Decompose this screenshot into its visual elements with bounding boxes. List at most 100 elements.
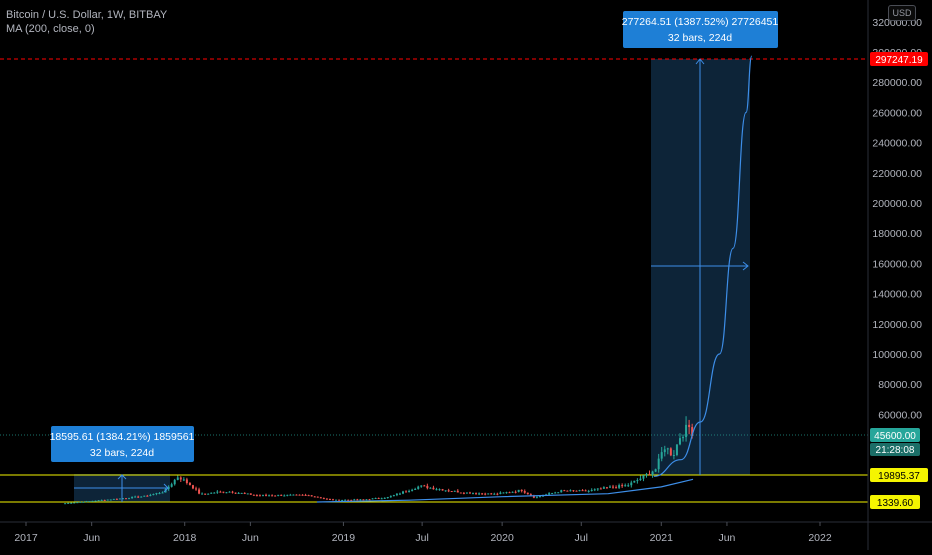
- candle-body: [219, 491, 222, 493]
- candle-body: [621, 485, 624, 487]
- candle-body: [401, 491, 404, 494]
- candle-body: [685, 424, 688, 438]
- candle-body: [94, 500, 97, 502]
- candle-body: [225, 492, 228, 494]
- candle-body: [185, 479, 188, 484]
- candle-body: [639, 478, 642, 481]
- candle-body: [368, 499, 371, 501]
- x-tick-label: 2018: [173, 532, 197, 544]
- candle-body: [274, 495, 277, 497]
- candle-body: [319, 497, 322, 499]
- candle-body: [307, 495, 310, 497]
- candle-body: [618, 485, 621, 488]
- candle-body: [356, 499, 359, 501]
- level-low-label[interactable]: 1339.60: [870, 495, 920, 509]
- candle-body: [505, 492, 508, 494]
- candle-body: [654, 469, 657, 472]
- candle-body: [261, 494, 264, 496]
- candle-body: [128, 498, 131, 500]
- candle-body: [405, 491, 408, 493]
- candle-body: [578, 490, 581, 492]
- candle-body: [234, 492, 237, 494]
- candle-body: [465, 492, 468, 494]
- candle-body: [511, 491, 514, 493]
- candle-body: [258, 495, 261, 497]
- candle-body: [499, 492, 502, 495]
- candle-body: [246, 493, 249, 495]
- candle-body: [109, 499, 112, 501]
- candle-body: [526, 492, 529, 495]
- candle-body: [325, 498, 328, 500]
- y-tick-label: 220000.00: [872, 168, 922, 180]
- x-tick-label: 2017: [14, 532, 38, 544]
- measure-label-1[interactable]: 18595.61 (1384.21%) 1859561 32 bars, 224…: [50, 426, 195, 462]
- candle-body: [313, 496, 316, 498]
- level-high-label[interactable]: 19895.37: [870, 468, 928, 482]
- candle-body: [210, 492, 213, 494]
- candle-body: [268, 495, 271, 497]
- candle-body: [167, 486, 170, 489]
- y-tick-label: 200000.00: [872, 198, 922, 210]
- candle-body: [377, 498, 380, 500]
- candle-body: [572, 490, 575, 492]
- candle-body: [240, 492, 243, 494]
- candle-body: [286, 494, 289, 496]
- x-tick-label: Jul: [575, 532, 588, 544]
- candle-body: [191, 485, 194, 489]
- candle-body: [481, 493, 484, 495]
- candle-body: [170, 484, 173, 487]
- candle-body: [353, 499, 356, 501]
- level-low-text: 1339.60: [877, 498, 914, 509]
- candle-body: [103, 499, 106, 501]
- candle-body: [121, 498, 124, 500]
- candle-body: [155, 493, 158, 495]
- candle-body: [414, 488, 417, 490]
- candle-body: [566, 490, 569, 492]
- candle-body: [538, 496, 541, 498]
- candle-body: [462, 492, 465, 494]
- candle-body: [672, 455, 675, 457]
- candle-body: [277, 494, 280, 496]
- time-axis[interactable]: 2017 Jun 2018 Jun 2019 Jul 2020 Jul 2021 Jun 2022: [14, 522, 832, 544]
- candle-body: [651, 471, 654, 475]
- candle-body: [380, 498, 383, 500]
- y-tick-label: 140000.00: [872, 289, 922, 301]
- candle-body: [322, 498, 325, 500]
- candle-body: [447, 490, 450, 492]
- candle-body: [76, 502, 79, 504]
- candle-body: [304, 494, 307, 496]
- candle-body: [478, 493, 481, 495]
- candle-body: [602, 487, 605, 489]
- candle-body: [426, 485, 429, 489]
- candle-body: [535, 496, 538, 498]
- candle-body: [237, 492, 240, 494]
- candle-body: [182, 479, 185, 481]
- candle-body: [252, 494, 255, 496]
- current-price-label[interactable]: 45600.00 21:28:08: [870, 428, 920, 456]
- candle-body: [517, 489, 520, 492]
- candle-body: [64, 503, 67, 505]
- candle-body: [292, 494, 295, 496]
- candle-body: [529, 494, 532, 496]
- measure-label-1-line2: 32 bars, 224d: [90, 447, 154, 459]
- candle-body: [365, 499, 368, 501]
- candle-body: [173, 479, 176, 485]
- candle-body: [195, 488, 198, 490]
- candle-series: [64, 416, 694, 505]
- currency-scale-button[interactable]: USD: [888, 5, 916, 21]
- candle-body: [423, 485, 426, 487]
- x-tick-label: 2019: [332, 532, 356, 544]
- candle-body: [682, 437, 685, 439]
- candle-body: [298, 494, 301, 496]
- alert-price-label[interactable]: 297247.19: [870, 52, 928, 66]
- candle-body: [88, 501, 91, 503]
- candle-body: [115, 498, 118, 500]
- candle-body: [441, 489, 444, 491]
- candle-body: [331, 499, 334, 501]
- measure-label-2[interactable]: 277264.51 (1387.52%) 27726451 32 bars, 2…: [622, 11, 779, 48]
- candle-body: [636, 480, 639, 482]
- candle-body: [599, 488, 602, 490]
- candle-body: [389, 496, 392, 498]
